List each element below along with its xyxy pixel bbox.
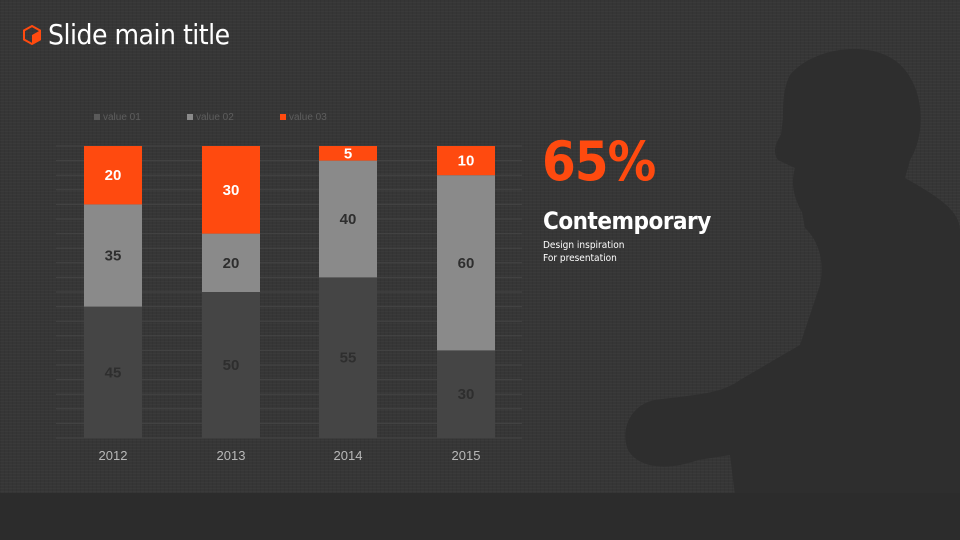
cube-icon — [23, 24, 41, 45]
legend-swatch — [94, 114, 100, 120]
data-label: 55 — [340, 350, 357, 367]
highlight-subline-2: For presentation — [543, 253, 617, 264]
legend-swatch — [187, 114, 193, 120]
legend-swatch — [280, 114, 286, 120]
x-tick-label: 2014 — [334, 448, 363, 463]
data-label: 60 — [458, 255, 475, 272]
floor-band — [0, 493, 960, 540]
highlight-subline-1: Design inspiration — [543, 240, 625, 251]
data-label: 35 — [105, 248, 122, 265]
x-tick-label: 2013 — [217, 448, 246, 463]
x-tick-label: 2012 — [99, 448, 128, 463]
highlight-headline: Contemporary — [543, 207, 711, 235]
data-label: 20 — [223, 255, 240, 272]
data-label: 50 — [223, 357, 240, 374]
bar-segment — [202, 292, 260, 438]
bar-segment — [437, 350, 495, 438]
data-label: 20 — [105, 167, 122, 184]
data-label: 40 — [340, 211, 357, 228]
bar-segment — [437, 146, 495, 176]
data-label: 45 — [105, 364, 122, 381]
bar-segment — [84, 204, 142, 307]
legend-label: value 02 — [196, 112, 234, 123]
data-label: 10 — [458, 153, 475, 170]
bar-segment — [437, 175, 495, 351]
data-label: 30 — [458, 386, 475, 403]
bar-segment — [202, 146, 260, 234]
legend-label: value 03 — [289, 112, 327, 123]
page-title: Slide main title — [48, 18, 230, 51]
data-label: 5 — [344, 145, 352, 162]
legend-label: value 01 — [103, 112, 141, 123]
bar-segment — [319, 160, 377, 278]
bar-segment — [319, 277, 377, 438]
bar-segment — [84, 146, 142, 205]
highlight-percent: 65% — [542, 130, 656, 193]
bar-segment — [202, 233, 260, 292]
bar-segment — [84, 306, 142, 438]
x-tick-label: 2015 — [452, 448, 481, 463]
data-label: 30 — [223, 182, 240, 199]
bar-segment — [319, 146, 377, 161]
slide-header: Slide main title — [22, 18, 230, 51]
